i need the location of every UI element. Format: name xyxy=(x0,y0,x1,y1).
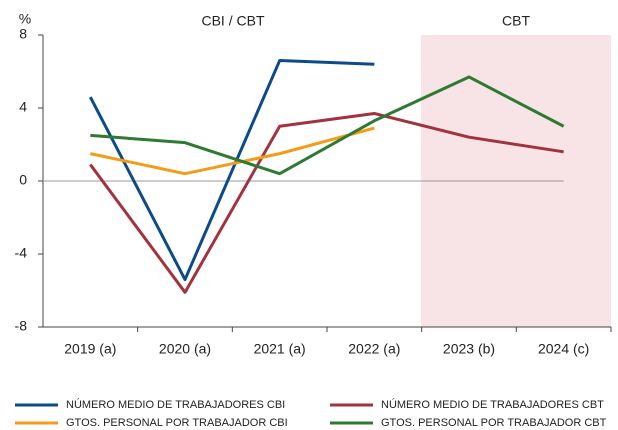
legend-label: NÚMERO MEDIO DE TRABAJADORES CBI xyxy=(66,398,285,411)
x-tick-label: 2020 (a) xyxy=(159,341,211,357)
series-line xyxy=(89,59,375,282)
annotation: CBI / CBT xyxy=(201,13,264,29)
legend-label: GTOS. PERSONAL POR TRABAJADOR CBI xyxy=(66,417,288,429)
annotation: CBT xyxy=(502,13,530,29)
y-tick-label: 4 xyxy=(19,99,27,115)
x-tick-label: 2021 (a) xyxy=(254,341,306,357)
y-tick-label: 8 xyxy=(19,26,27,42)
y-unit: % xyxy=(19,11,31,27)
y-tick-label: 0 xyxy=(19,172,27,188)
legend-label: NÚMERO MEDIO DE TRABAJADORES CBT xyxy=(381,398,604,411)
y-tick-label: -8 xyxy=(15,318,28,334)
y-tick-label: -4 xyxy=(15,245,28,261)
x-tick-label: 2022 (a) xyxy=(348,341,400,357)
legend-label: GTOS. PERSONAL POR TRABAJADOR CBT xyxy=(381,417,607,429)
series-line xyxy=(89,111,564,294)
x-tick-label: 2019 (a) xyxy=(64,341,116,357)
series-line xyxy=(90,75,565,176)
x-tick-label: 2024 (c) xyxy=(538,341,589,357)
series-line xyxy=(90,126,375,176)
x-tick-label: 2023 (b) xyxy=(443,341,495,357)
